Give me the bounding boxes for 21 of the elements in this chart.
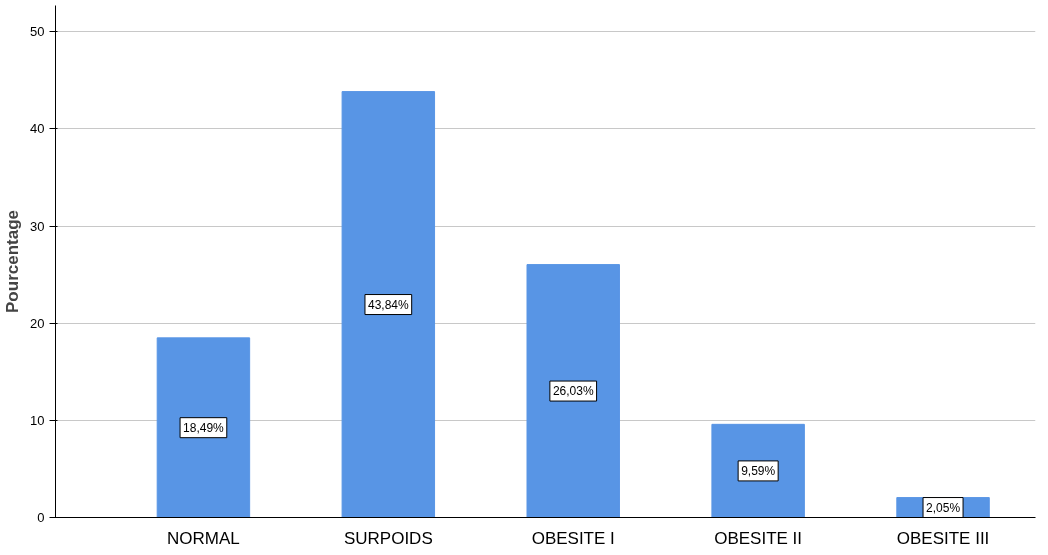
data-label: 2,05% (926, 500, 961, 515)
x-tick-label: OBESITE III (896, 528, 990, 548)
y-tick-label: 20 (30, 315, 45, 331)
y-tick-label: 30 (30, 218, 45, 234)
y-tick-label: 50 (30, 24, 45, 40)
data-label: 43,84% (367, 297, 410, 312)
bar (156, 337, 251, 518)
x-tick-label: NORMAL (167, 528, 240, 548)
x-tick-label: SURPOIDS (343, 528, 433, 548)
x-tick-label: OBESITE II (714, 528, 803, 548)
y-tick-label: 10 (30, 412, 45, 428)
data-label: 9,59% (741, 463, 776, 478)
bar (526, 264, 620, 518)
data-label: 26,03% (552, 384, 594, 399)
y-tick-label: 0 (37, 510, 45, 525)
data-label: 18,49% (183, 420, 225, 435)
x-tick-label: OBESITE I (531, 528, 615, 548)
y-tick-label: 40 (30, 121, 45, 137)
y-axis-title: Pourcentage (3, 210, 23, 313)
bar (341, 91, 436, 518)
bar (711, 423, 805, 518)
